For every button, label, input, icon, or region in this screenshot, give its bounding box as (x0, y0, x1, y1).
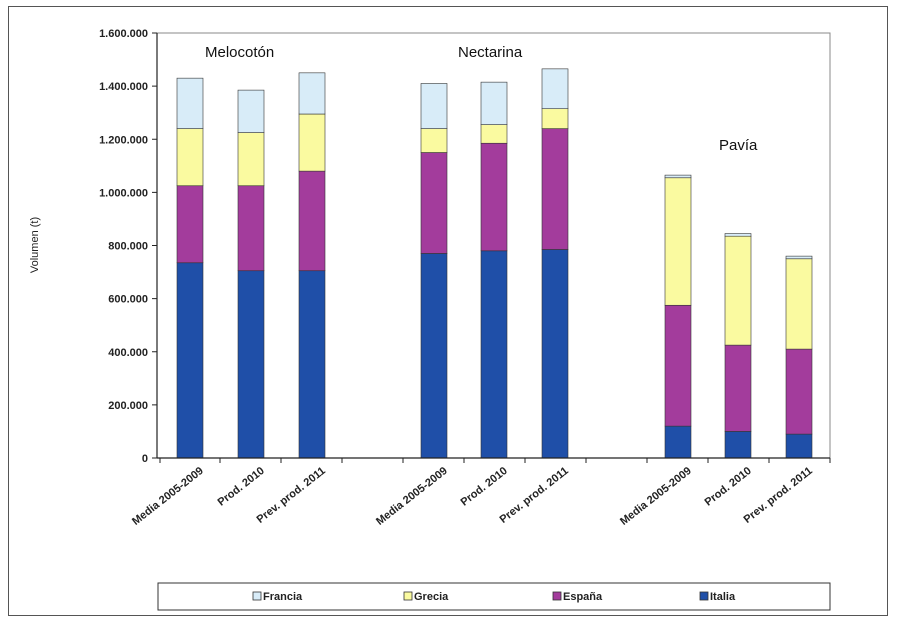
legend-label-grecia: Grecia (414, 591, 449, 603)
legend-label-francia: Francia (263, 591, 303, 603)
legend-label-italia: Italia (710, 591, 736, 603)
bar-españa-6 (664, 304, 692, 427)
legend-swatch-grecia (403, 591, 413, 601)
legend-swatch-francia (252, 591, 262, 601)
bar-francia-1 (237, 89, 265, 133)
y-tick-label-6: 1.200.000 (99, 134, 148, 146)
bar-italia-2 (298, 270, 326, 459)
x-category-label-4: Prod. 2010 (459, 465, 510, 509)
bar-españa-4 (480, 142, 508, 252)
y-tick-label-7: 1.400.000 (99, 81, 148, 93)
y-tick-label-2: 400.000 (108, 347, 148, 359)
x-category-label-1: Prod. 2010 (216, 465, 267, 509)
y-tick-label-4: 800.000 (108, 241, 148, 253)
bar-italia-8 (785, 433, 813, 459)
y-tick-label-0: 0 (142, 453, 148, 465)
bar-francia-2 (298, 72, 326, 115)
bar-grecia-7 (724, 235, 752, 346)
bar-grecia-1 (237, 132, 265, 187)
y-tick-label-5: 1.000.000 (99, 187, 148, 199)
bar-italia-1 (237, 270, 265, 459)
bar-francia-3 (420, 83, 448, 129)
chart-frame (8, 6, 888, 616)
bar-grecia-5 (541, 108, 569, 129)
x-category-label-6: Media 2005-2009 (618, 465, 694, 528)
bar-grecia-6 (664, 177, 692, 306)
y-tick-label-8: 1.600.000 (99, 28, 148, 40)
bar-francia-6 (664, 174, 692, 179)
group-label-1: Nectarina (458, 44, 523, 61)
bar-francia-5 (541, 68, 569, 110)
bar-francia-7 (724, 233, 752, 237)
bar-italia-7 (724, 431, 752, 459)
legend-box (157, 582, 831, 611)
bar-italia-3 (420, 253, 448, 459)
y-tick-label-3: 600.000 (108, 294, 148, 306)
bar-italia-0 (176, 262, 204, 459)
bar-españa-3 (420, 152, 448, 254)
group-label-2: Pavía (719, 137, 758, 154)
bar-españa-1 (237, 185, 265, 272)
bar-españa-0 (176, 185, 204, 264)
y-axis-label: Volumen (t) (29, 217, 41, 273)
bar-grecia-4 (480, 124, 508, 144)
bar-españa-8 (785, 348, 813, 435)
group-label-0: Melocotón (205, 44, 274, 61)
bar-grecia-8 (785, 258, 813, 350)
legend-swatch-italia (699, 591, 709, 601)
bar-españa-2 (298, 170, 326, 272)
bar-francia-8 (785, 255, 813, 260)
bar-francia-4 (480, 81, 508, 125)
x-category-label-3: Media 2005-2009 (374, 465, 450, 528)
bar-grecia-0 (176, 128, 204, 187)
y-tick-label-1: 200.000 (108, 400, 148, 412)
bar-españa-5 (541, 128, 569, 250)
bar-españa-7 (724, 344, 752, 432)
x-category-label-0: Media 2005-2009 (130, 465, 206, 528)
bar-italia-5 (541, 249, 569, 459)
bar-francia-0 (176, 77, 204, 129)
bar-grecia-3 (420, 128, 448, 153)
legend-swatch-españa (552, 591, 562, 601)
legend-label-españa: España (563, 591, 603, 603)
bar-italia-6 (664, 425, 692, 459)
bar-italia-4 (480, 250, 508, 459)
bar-grecia-2 (298, 113, 326, 172)
x-category-label-7: Prod. 2010 (703, 465, 754, 509)
